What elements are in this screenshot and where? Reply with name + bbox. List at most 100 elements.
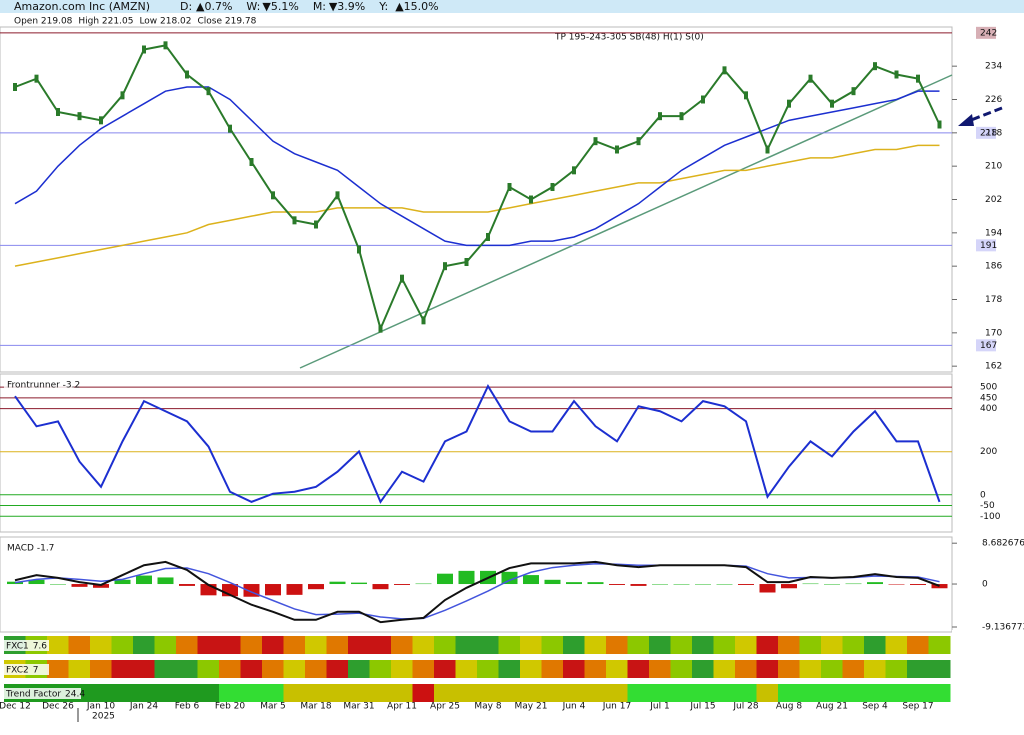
ticker-title: Amazon.com Inc (AMZN) <box>14 0 150 13</box>
x-tick-label: Dec 12 <box>0 702 31 712</box>
heat-cell <box>111 660 134 678</box>
heat-cell <box>197 660 220 678</box>
heat-cell <box>627 660 650 678</box>
series-line <box>14 86 940 247</box>
y-tick-label: 186 <box>985 262 1002 272</box>
histogram-bar <box>824 584 840 585</box>
series-label: MACD -1.7 <box>7 544 54 554</box>
level-box <box>976 26 996 39</box>
heat-cell <box>369 660 392 678</box>
heat-cell <box>477 684 499 702</box>
ohlc-value: Open 219.08 <box>14 17 73 27</box>
heat-cell <box>219 660 241 678</box>
heat-cell <box>821 660 843 678</box>
heat-cell <box>391 684 413 702</box>
heat-name: FXC1 <box>6 642 29 652</box>
candle <box>77 112 82 121</box>
heat-cell <box>756 636 779 654</box>
heat-cell <box>348 660 370 678</box>
heat-cell <box>928 636 951 654</box>
histogram-bar <box>458 570 475 585</box>
heat-cell <box>176 636 198 654</box>
x-tick-label: Sep 17 <box>902 702 933 712</box>
heat-cell <box>735 636 757 654</box>
candle <box>120 91 125 100</box>
heat-cell <box>348 636 370 654</box>
trend-line <box>299 74 953 369</box>
candle <box>701 95 705 104</box>
arrow <box>965 106 1003 124</box>
candle <box>722 66 727 75</box>
histogram-bar <box>716 584 733 585</box>
candle <box>615 145 619 154</box>
x-tick-label: Aug 8 <box>776 702 802 712</box>
histogram-bar <box>394 584 410 585</box>
candle <box>486 233 490 241</box>
series-label: Frontrunner -3.2 <box>7 381 80 391</box>
heat-label-bg <box>3 688 81 699</box>
heat-cell <box>713 636 736 654</box>
histogram-bar <box>351 582 367 585</box>
candle <box>507 183 512 191</box>
heat-cell <box>520 660 542 678</box>
ohlc-value: Close 219.78 <box>198 17 257 27</box>
candle <box>271 191 275 200</box>
ohlc-value: Low 218.02 <box>139 17 191 27</box>
histogram-bar <box>114 579 131 585</box>
heat-cell <box>305 684 327 702</box>
histogram-bar <box>7 581 23 585</box>
level-label: 218 <box>980 128 997 138</box>
level-label: 400 <box>980 404 997 414</box>
candle <box>658 112 662 121</box>
histogram-bar <box>308 584 324 590</box>
candle <box>636 137 641 146</box>
heat-cell <box>369 636 392 654</box>
candle <box>335 191 340 200</box>
level-label: 450 <box>980 393 997 403</box>
histogram-bar <box>415 583 432 585</box>
heat-cell <box>283 636 306 654</box>
candle <box>142 45 146 54</box>
candle <box>765 145 770 154</box>
change-value: ▲15.0% <box>395 0 438 13</box>
candle <box>937 120 942 129</box>
heat-cell <box>283 684 306 702</box>
heat-cell <box>90 660 112 678</box>
heat-mask <box>952 630 1024 706</box>
heat-cell <box>305 636 327 654</box>
heat-cell <box>90 684 112 702</box>
heat-label-bg <box>3 640 49 651</box>
heat-cell <box>90 636 112 654</box>
heat-cell <box>498 684 521 702</box>
y-tick-label: 170 <box>985 328 1002 338</box>
heat-cell <box>262 636 284 654</box>
heat-cell <box>885 660 908 678</box>
heat-cell <box>778 660 800 678</box>
histogram-bar <box>781 584 797 589</box>
x-tick-label: Jul 28 <box>732 702 758 712</box>
histogram-bar <box>179 584 195 586</box>
heat-cell <box>864 660 886 678</box>
histogram-bar <box>609 584 625 585</box>
heat-cell <box>864 684 886 702</box>
heat-cell <box>434 660 456 678</box>
heat-cell <box>412 636 435 654</box>
heat-cell <box>756 684 779 702</box>
heat-cell <box>326 660 349 678</box>
histogram-bar <box>329 581 346 585</box>
candle <box>13 83 17 91</box>
heat-cell <box>627 684 650 702</box>
change-label: M: <box>313 0 326 13</box>
heat-cell <box>563 660 585 678</box>
heat-cell <box>455 684 478 702</box>
frontrunner-panel <box>0 373 953 533</box>
heat-cell <box>541 660 564 678</box>
x-tick-label: May 21 <box>515 702 548 712</box>
level-box <box>976 126 996 139</box>
heat-cell <box>756 660 779 678</box>
y-tick-label: 194 <box>985 228 1002 238</box>
heat-cell <box>670 660 693 678</box>
header: Amazon.com Inc (AMZN) D: ▲0.7% W: ▼5.1% M: ▼3… <box>14 0 439 13</box>
heat-cell <box>821 684 843 702</box>
heat-cell <box>68 660 91 678</box>
